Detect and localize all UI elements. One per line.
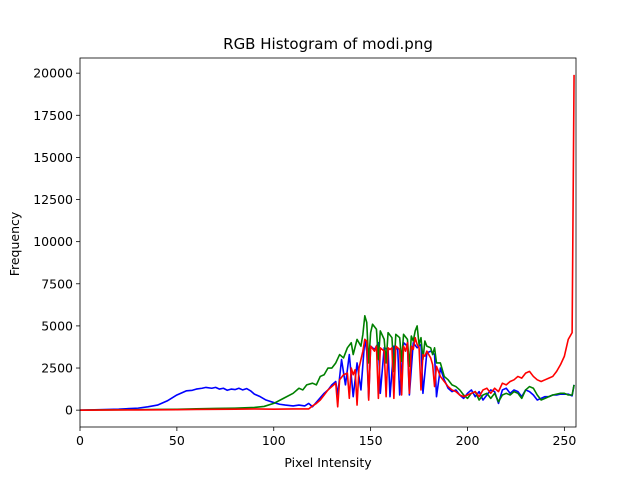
- x-axis-ticks: 0 50 100 150 200 250: [76, 427, 576, 448]
- y-tick-label: 20000: [33, 66, 73, 81]
- y-tick-label: 17500: [33, 108, 73, 123]
- y-tick-label: 2500: [41, 361, 73, 376]
- y-tick-label: 12500: [33, 192, 73, 207]
- y-tick-label: 7500: [41, 276, 73, 291]
- x-tick-label: 0: [76, 433, 84, 448]
- y-tick-label: 15000: [33, 150, 73, 165]
- x-tick-label: 100: [262, 433, 286, 448]
- x-tick-label: 250: [552, 433, 576, 448]
- x-axis-label: Pixel Intensity: [284, 455, 372, 470]
- x-tick-label: 150: [359, 433, 383, 448]
- y-tick-label: 0: [65, 403, 73, 418]
- x-tick-label: 200: [456, 433, 480, 448]
- plot-area: [79, 57, 577, 428]
- series-line-0: [79, 338, 575, 411]
- series-line-2: [79, 74, 575, 411]
- y-axis-label: Frequency: [7, 211, 22, 276]
- axes-frame: [79, 57, 577, 428]
- chart-title: RGB Histogram of modi.png: [223, 35, 433, 53]
- y-tick-label: 5000: [41, 318, 73, 333]
- x-tick-label: 50: [169, 433, 185, 448]
- y-axis-ticks: 0 2500 5000 7500 10000 12500 15000 17500 20000: [33, 66, 80, 418]
- y-tick-label: 10000: [33, 234, 73, 249]
